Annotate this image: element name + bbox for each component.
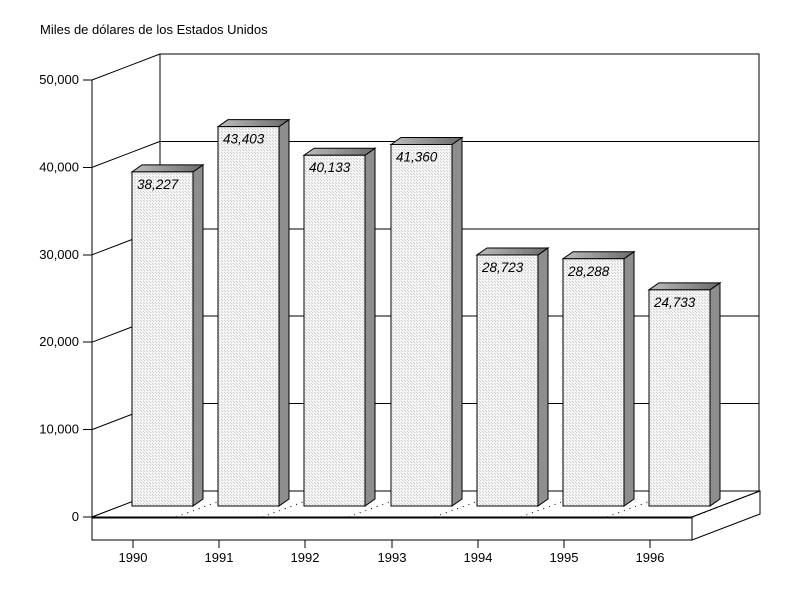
bar-top-face <box>475 247 550 256</box>
y-tick-label-20000: 20,000 <box>39 334 79 349</box>
bar-1991: 43,403 <box>216 118 291 507</box>
y-tick-label-0: 0 <box>72 509 79 524</box>
floor-front <box>91 517 693 541</box>
depth-connector-40000 <box>91 140 161 168</box>
bar-value-label-1990: 38,227 <box>137 177 179 192</box>
bar-top-face <box>561 251 636 260</box>
bar-front-face <box>476 254 539 507</box>
depth-connector-50000 <box>91 53 161 81</box>
bar-1995: 28,288 <box>561 250 636 507</box>
bar-value-label-1992: 40,133 <box>309 160 351 175</box>
bar-1992: 40,133 <box>302 147 377 507</box>
bar-value-label-1995: 28,288 <box>567 264 610 279</box>
bar-front-face <box>562 258 625 507</box>
x-tick-label-1996: 1996 <box>636 550 665 565</box>
bar-value-label-1994: 28,723 <box>481 260 524 275</box>
bar-side-face <box>623 250 635 507</box>
bar-value-label-1996: 24,733 <box>653 295 696 310</box>
bar-value-label-1991: 43,403 <box>223 132 265 147</box>
y-tick-label-50000: 50,000 <box>39 72 79 87</box>
bar-top-face <box>216 119 291 128</box>
y-tick-label-40000: 40,000 <box>39 159 79 174</box>
bar-side-face <box>709 281 721 507</box>
x-tick-label-1992: 1992 <box>291 550 320 565</box>
x-tick-label-1995: 1995 <box>550 550 579 565</box>
bar-side-face <box>451 136 463 507</box>
y-tick-label-10000: 10,000 <box>39 422 79 437</box>
floor-right <box>691 490 761 541</box>
bar-side-face <box>364 147 376 507</box>
bar-1996: 24,733 <box>647 281 722 507</box>
y-tick-label-30000: 30,000 <box>39 247 79 262</box>
bar-top-face <box>389 137 464 146</box>
bar-1990: 38,227 <box>130 163 205 507</box>
x-tick-label-1993: 1993 <box>378 550 407 565</box>
bar-side-face <box>537 247 549 507</box>
bar-1993: 41,360 <box>389 136 464 507</box>
chart-title: Miles de dólares de los Estados Unidos <box>40 22 268 37</box>
bar-top-face <box>647 282 722 291</box>
bar-front-face <box>648 289 711 507</box>
bar-1994: 28,723 <box>475 247 550 507</box>
bar-top-face <box>130 164 205 173</box>
bar-front-face <box>131 171 194 507</box>
bar-side-face <box>278 118 290 507</box>
x-tick-label-1990: 1990 <box>119 550 148 565</box>
bar-side-face <box>192 163 204 507</box>
x-tick-label-1994: 1994 <box>464 550 493 565</box>
bar-front-face <box>303 154 366 507</box>
bar-front-face <box>217 126 280 507</box>
x-tick-label-1991: 1991 <box>205 550 234 565</box>
bar-front-face <box>390 144 453 507</box>
bar-top-face <box>302 147 377 156</box>
bar-value-label-1993: 41,360 <box>396 150 438 165</box>
